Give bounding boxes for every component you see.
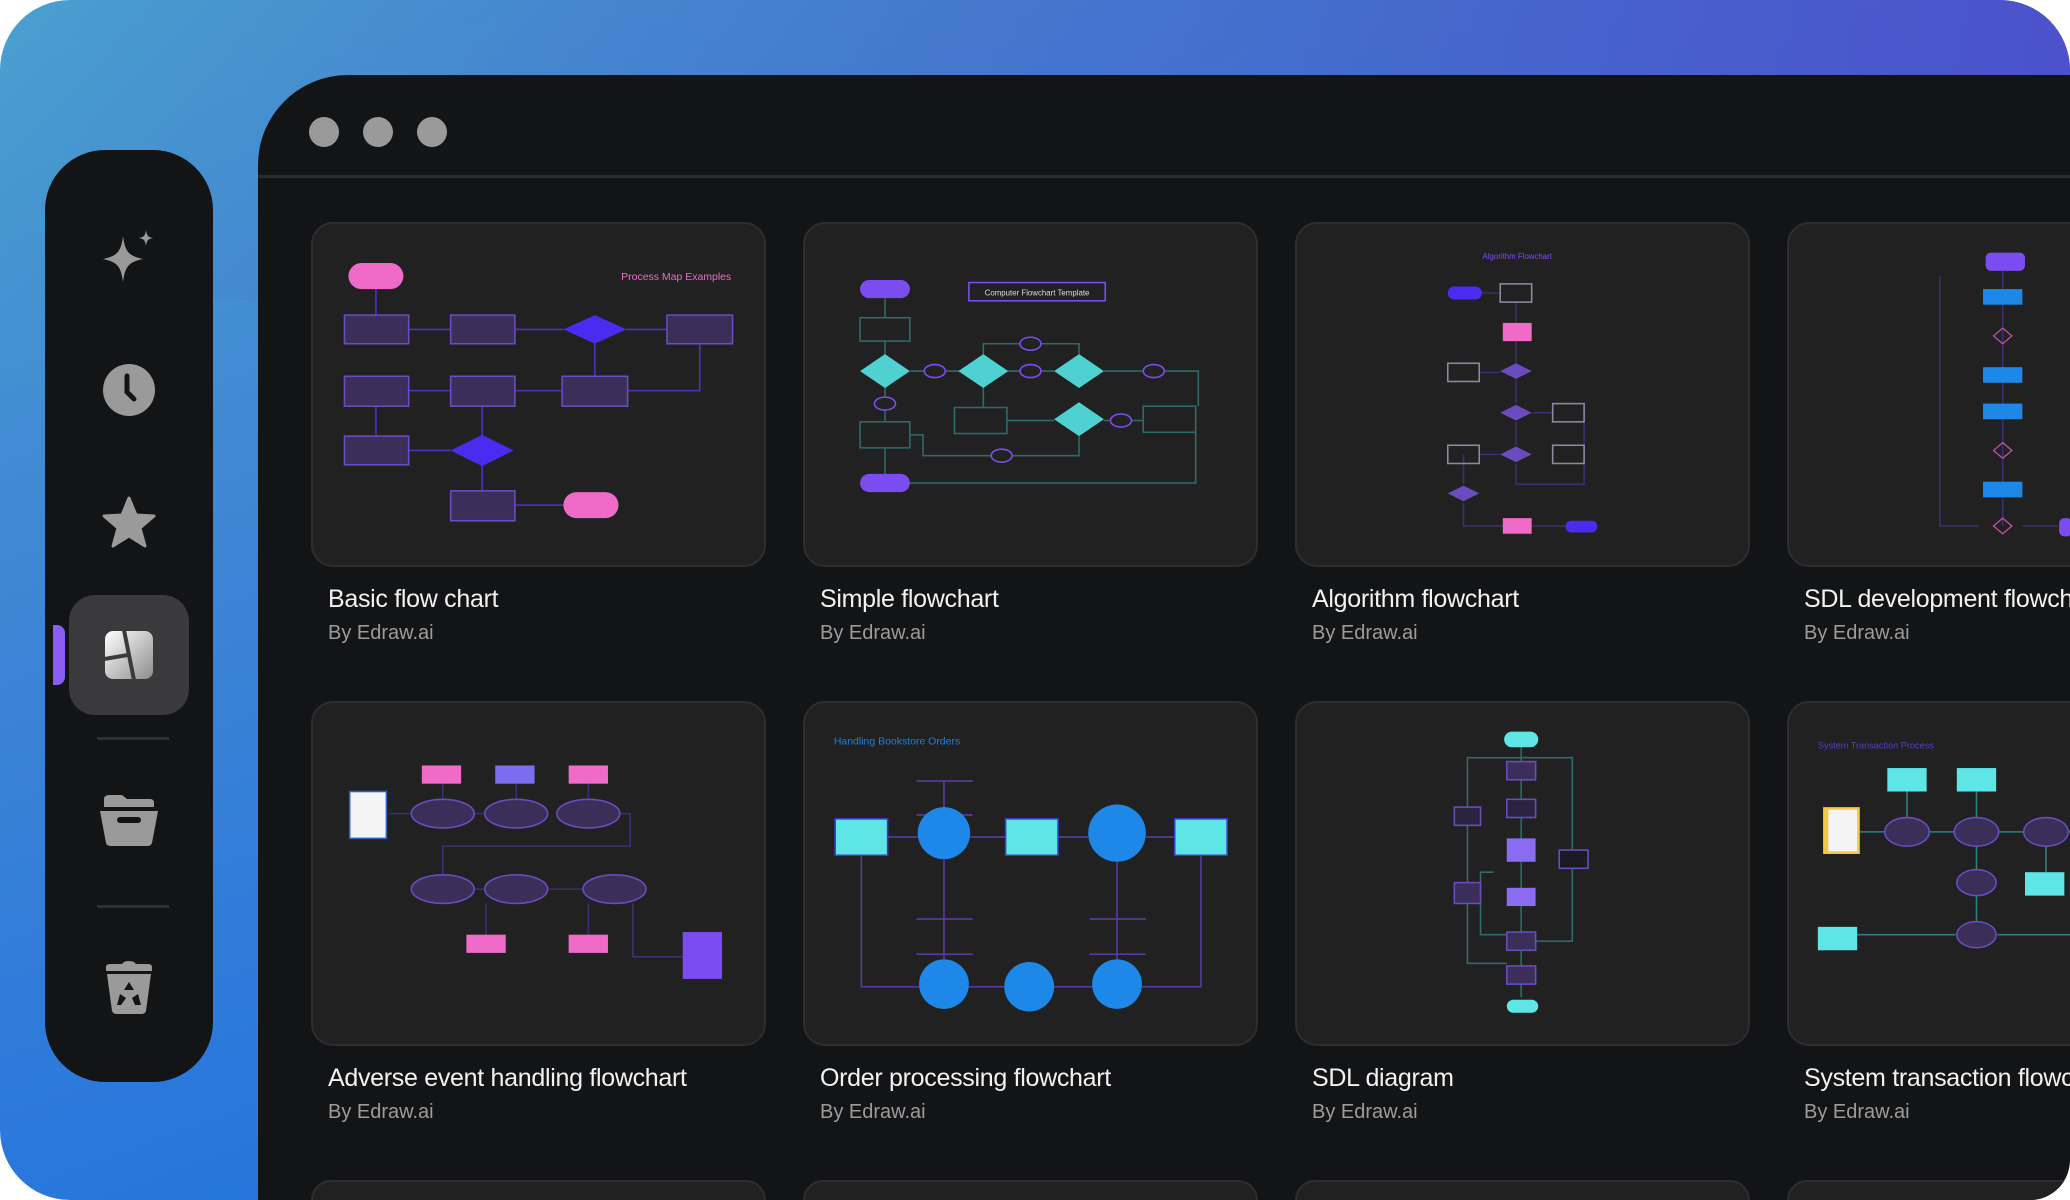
active-indicator [53, 625, 65, 685]
flowchart-preview [805, 1182, 1256, 1200]
template-author: By Edraw.ai [1312, 1101, 1418, 1123]
templates-icon [104, 630, 153, 680]
recycle-bin-icon [106, 961, 152, 1014]
template-thumbnail[interactable] [1787, 1180, 2070, 1200]
template-thumbnail[interactable]: Process Map Examples [311, 222, 766, 567]
template-card[interactable]: SDL development flowchart By Edraw.ai [1787, 222, 2070, 644]
folder-icon [100, 795, 158, 846]
sparkle-icon [103, 230, 153, 282]
thumbnail-title: Computer Flowchart Template [985, 289, 1090, 298]
thumbnail-title: Handling Bookstore Orders [834, 737, 960, 748]
sidebar-item-trash[interactable] [69, 928, 189, 1048]
template-author: By Edraw.ai [1312, 622, 1418, 644]
template-title[interactable]: System transaction flowchart [1804, 1064, 2070, 1092]
flowchart-preview: System Transaction Process [1817, 741, 2070, 951]
template-author: By Edraw.ai [1804, 622, 1910, 644]
sidebar [45, 150, 213, 1082]
thumbnail-title: System Transaction Process [1818, 741, 1934, 751]
template-thumbnail[interactable] [311, 701, 766, 1046]
template-card[interactable] [1787, 1180, 2070, 1200]
template-card[interactable]: Process Map Examples Basic flow chart By… [311, 222, 766, 644]
template-author: By Edraw.ai [820, 622, 926, 644]
template-thumbnail[interactable] [1295, 701, 1750, 1046]
template-author: By Edraw.ai [328, 622, 434, 644]
template-card[interactable]: Adverse event handling flowchart By Edra… [311, 701, 766, 1123]
flowchart-preview [313, 1182, 764, 1200]
template-title[interactable]: Basic flow chart [328, 585, 499, 613]
template-card[interactable]: SDL diagram By Edraw.ai [1295, 701, 1750, 1123]
template-title[interactable]: SDL development flowchart [1804, 585, 2070, 613]
window-dot-minimize[interactable] [363, 117, 393, 147]
star-icon [102, 496, 156, 548]
clock-icon [103, 364, 155, 416]
sidebar-divider [97, 737, 169, 740]
flowchart-preview: Handling Bookstore Orders [834, 737, 1228, 1012]
template-thumbnail[interactable]: Algorithm Flowchart [1295, 222, 1750, 567]
flowchart-preview: Process Map Examples [343, 263, 734, 522]
template-title[interactable]: Simple flowchart [820, 585, 999, 613]
template-thumbnail[interactable] [803, 1180, 1258, 1200]
template-thumbnail[interactable]: System Transaction Process [1787, 701, 2070, 1046]
template-title[interactable]: SDL diagram [1312, 1064, 1454, 1092]
template-card[interactable] [803, 1180, 1258, 1200]
template-card[interactable]: Algorithm Flowchart Algorithm flowchart … [1295, 222, 1750, 644]
template-thumbnail[interactable] [1295, 1180, 1750, 1200]
sidebar-item-favorites[interactable] [69, 463, 189, 583]
window-dot-maximize[interactable] [417, 117, 447, 147]
flowchart-preview [348, 765, 723, 979]
thumbnail-title: Process Map Examples [621, 272, 731, 283]
template-title[interactable]: Adverse event handling flowchart [328, 1064, 687, 1092]
flowchart-preview [1297, 1182, 1748, 1200]
template-card[interactable] [311, 1180, 766, 1200]
flowchart-preview [1789, 1182, 2070, 1200]
flowchart-preview: Algorithm Flowchart [1446, 252, 1598, 534]
flowchart-preview [1938, 252, 2070, 537]
template-card[interactable]: Handling Bookstore Orders Order processi… [803, 701, 1258, 1123]
template-thumbnail[interactable] [1787, 222, 2070, 567]
window-dot-close[interactable] [309, 117, 339, 147]
flowchart-preview: Computer Flowchart Template [859, 279, 1200, 493]
app-window: Process Map Examples Basic flow chart By… [258, 75, 2070, 1200]
template-card[interactable]: Computer Flowchart Template Simple flowc… [803, 222, 1258, 644]
sidebar-item-ai[interactable] [69, 198, 189, 318]
sidebar-item-recent[interactable] [69, 330, 189, 450]
sidebar-item-files[interactable] [69, 760, 189, 880]
template-thumbnail[interactable]: Handling Bookstore Orders [803, 701, 1258, 1046]
template-author: By Edraw.ai [1804, 1101, 1910, 1123]
template-author: By Edraw.ai [820, 1101, 926, 1123]
sidebar-divider [97, 905, 169, 908]
template-thumbnail[interactable] [311, 1180, 766, 1200]
thumbnail-title: Algorithm Flowchart [1483, 252, 1553, 261]
template-author: By Edraw.ai [328, 1101, 434, 1123]
template-card[interactable] [1295, 1180, 1750, 1200]
window-title-bar [258, 75, 2070, 178]
template-title[interactable]: Algorithm flowchart [1312, 585, 1519, 613]
sidebar-item-templates[interactable] [53, 595, 189, 715]
template-card[interactable]: System Transaction Process System transa… [1787, 701, 2070, 1123]
flowchart-preview [1453, 731, 1589, 1013]
template-thumbnail[interactable]: Computer Flowchart Template [803, 222, 1258, 567]
template-title[interactable]: Order processing flowchart [820, 1064, 1111, 1092]
